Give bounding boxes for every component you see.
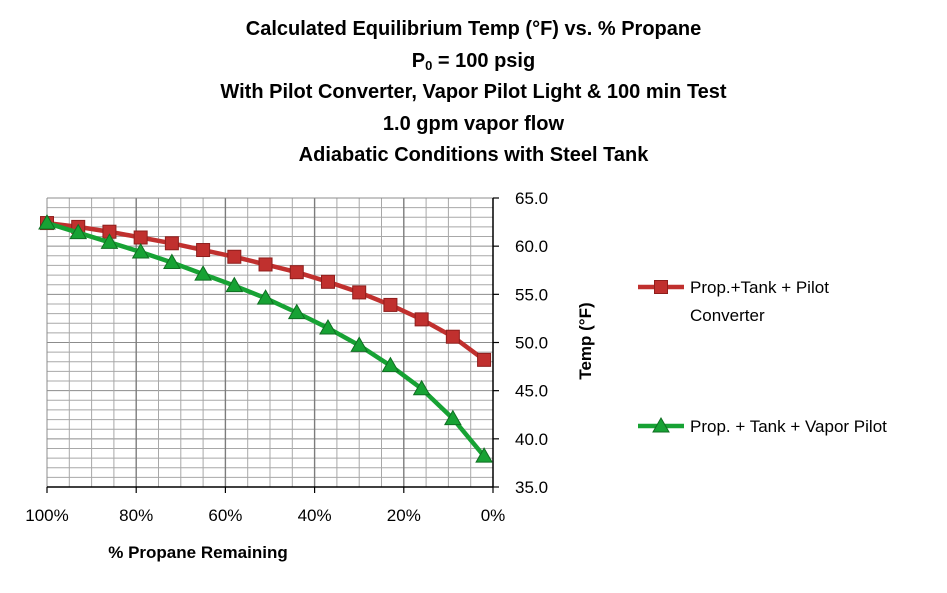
data-point bbox=[287, 303, 306, 320]
y-axis-ticks: 35.0 40.0 45.0 50.0 55.0 60.0 65.0 bbox=[493, 189, 548, 497]
x-tick-label: 40% bbox=[298, 506, 332, 525]
y-tick-label: 45.0 bbox=[515, 382, 548, 401]
data-point bbox=[443, 409, 462, 426]
data-point bbox=[414, 312, 429, 327]
data-point bbox=[475, 447, 493, 463]
data-point bbox=[256, 289, 275, 305]
x-axis-title: % Propane Remaining bbox=[108, 543, 287, 562]
y-tick-label: 50.0 bbox=[515, 334, 548, 353]
title-line-1: Calculated Equilibrium Temp (°F) vs. % P… bbox=[245, 18, 702, 40]
y-tick-label: 65.0 bbox=[515, 189, 548, 208]
title-pressure-value: = 100 psig bbox=[432, 49, 536, 72]
grid bbox=[47, 198, 493, 487]
legend-entry-2: Prop. + Tank + Vapor Pilot bbox=[638, 416, 887, 436]
title-line-4: 1.0 gpm vapor flow bbox=[382, 112, 565, 135]
series-2 bbox=[38, 214, 493, 463]
y-tick-label: 60.0 bbox=[515, 237, 548, 256]
data-point bbox=[69, 223, 88, 240]
legend-entry-1: Prop.+Tank + Pilot Converter bbox=[638, 278, 829, 325]
data-point bbox=[164, 236, 179, 251]
title-pressure-subscript: 0 bbox=[425, 57, 433, 73]
data-point bbox=[194, 265, 212, 281]
data-point bbox=[445, 329, 460, 344]
title-line-2: P0 = 100 psig bbox=[0, 46, 947, 78]
data-point bbox=[258, 257, 273, 272]
title-line-5: Adiabatic Conditions with Steel Tank bbox=[298, 144, 649, 166]
data-point bbox=[196, 243, 211, 258]
data-point bbox=[38, 214, 56, 230]
y-tick-label: 35.0 bbox=[515, 478, 548, 497]
data-point bbox=[131, 242, 150, 259]
data-point bbox=[350, 336, 369, 352]
x-axis-ticks: 100% 80% 60% 40% 20% 0% bbox=[25, 487, 505, 525]
data-point bbox=[320, 274, 335, 289]
data-point bbox=[225, 276, 244, 293]
legend-label: Prop.+Tank + Pilot bbox=[690, 278, 829, 297]
data-point bbox=[381, 356, 400, 373]
legend-label: Converter bbox=[690, 306, 765, 325]
x-tick-label: 80% bbox=[119, 506, 153, 525]
y-tick-label: 40.0 bbox=[515, 430, 548, 449]
data-point bbox=[319, 319, 337, 335]
data-point bbox=[289, 265, 304, 280]
data-point bbox=[133, 230, 148, 245]
chart-title: Calculated Equilibrium Temp (°F) vs. % P… bbox=[0, 14, 947, 172]
x-tick-label: 20% bbox=[387, 506, 421, 525]
x-tick-label: 60% bbox=[208, 506, 242, 525]
x-tick-label: 0% bbox=[481, 506, 506, 525]
legend-swatch-marker bbox=[654, 280, 668, 294]
data-point bbox=[383, 297, 398, 312]
data-point bbox=[477, 352, 492, 367]
title-pressure-symbol: P bbox=[411, 49, 426, 72]
y-tick-label: 55.0 bbox=[515, 285, 548, 304]
data-point bbox=[227, 249, 242, 264]
title-line-3: With Pilot Converter, Vapor Pilot Light … bbox=[220, 81, 727, 103]
data-point bbox=[412, 379, 431, 396]
legend-label: Prop. + Tank + Vapor Pilot bbox=[690, 417, 887, 436]
legend: Prop.+Tank + Pilot Converter Prop. + Tank … bbox=[638, 278, 887, 436]
legend-swatch-marker bbox=[652, 416, 670, 433]
data-point bbox=[163, 253, 181, 270]
data-point bbox=[100, 233, 119, 249]
y-axis-title: Temp (°F) bbox=[576, 302, 595, 379]
series-group bbox=[38, 214, 493, 463]
data-point bbox=[352, 285, 367, 300]
x-tick-label: 100% bbox=[25, 506, 68, 525]
